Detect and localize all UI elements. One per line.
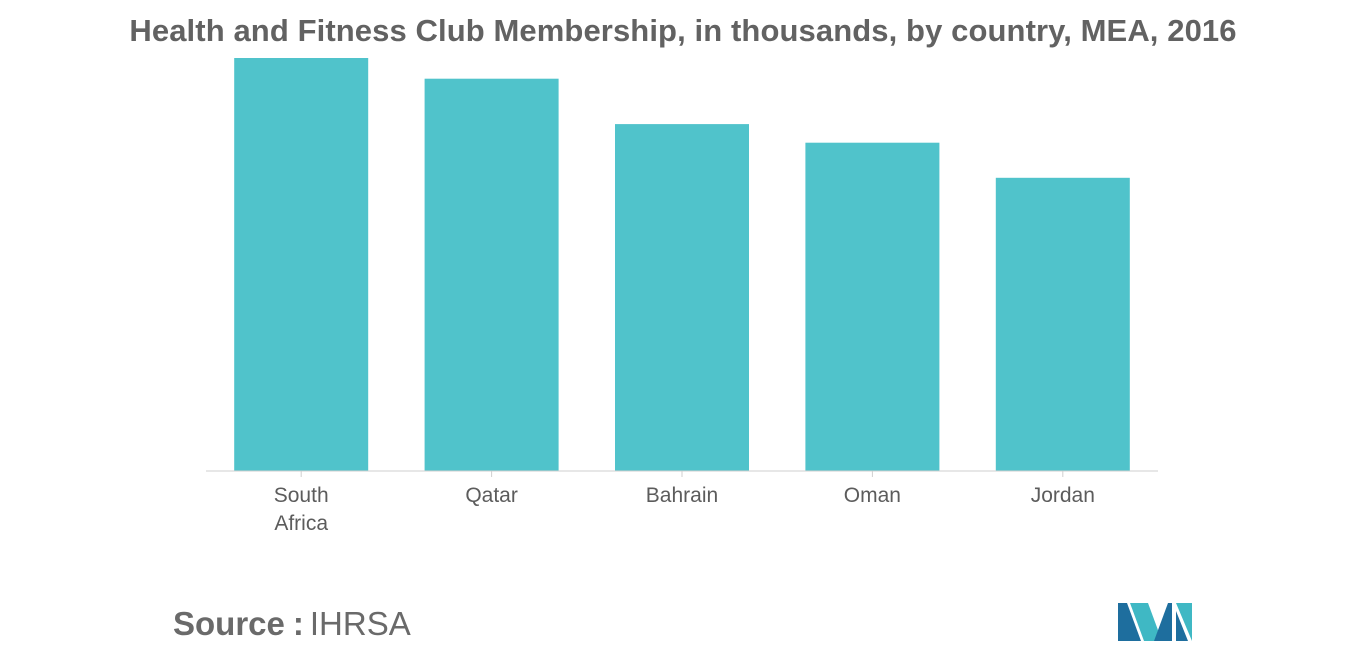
mordor-intelligence-logo-icon [1118,603,1192,641]
x-tick-label: Jordan [1031,484,1095,507]
chart-title: Health and Fitness Club Membership, in t… [129,13,1237,48]
x-tick-label: Bahrain [646,484,718,507]
bar-south-africa [234,58,369,471]
source-value: IHRSA [309,605,411,642]
bar-oman [805,142,940,471]
bar-jordan [995,177,1130,472]
x-tick-label: Qatar [465,484,518,507]
x-tick-label: Oman [844,484,901,507]
x-axis-labels: South Africa Qatar Bahrain Oman Jordan [274,484,1095,535]
x-tick-label: South Africa [274,484,329,535]
source-label: Source [173,605,285,642]
source-separator: : [292,605,304,642]
bar-bahrain [615,124,749,471]
bar-qatar [424,78,559,471]
x-axis-ticks [300,471,1064,477]
bar-group [234,58,1130,472]
source-note: Source: IHRSA [173,605,411,643]
bar-chart: South Africa Qatar Bahrain Oman Jordan [206,58,1158,535]
